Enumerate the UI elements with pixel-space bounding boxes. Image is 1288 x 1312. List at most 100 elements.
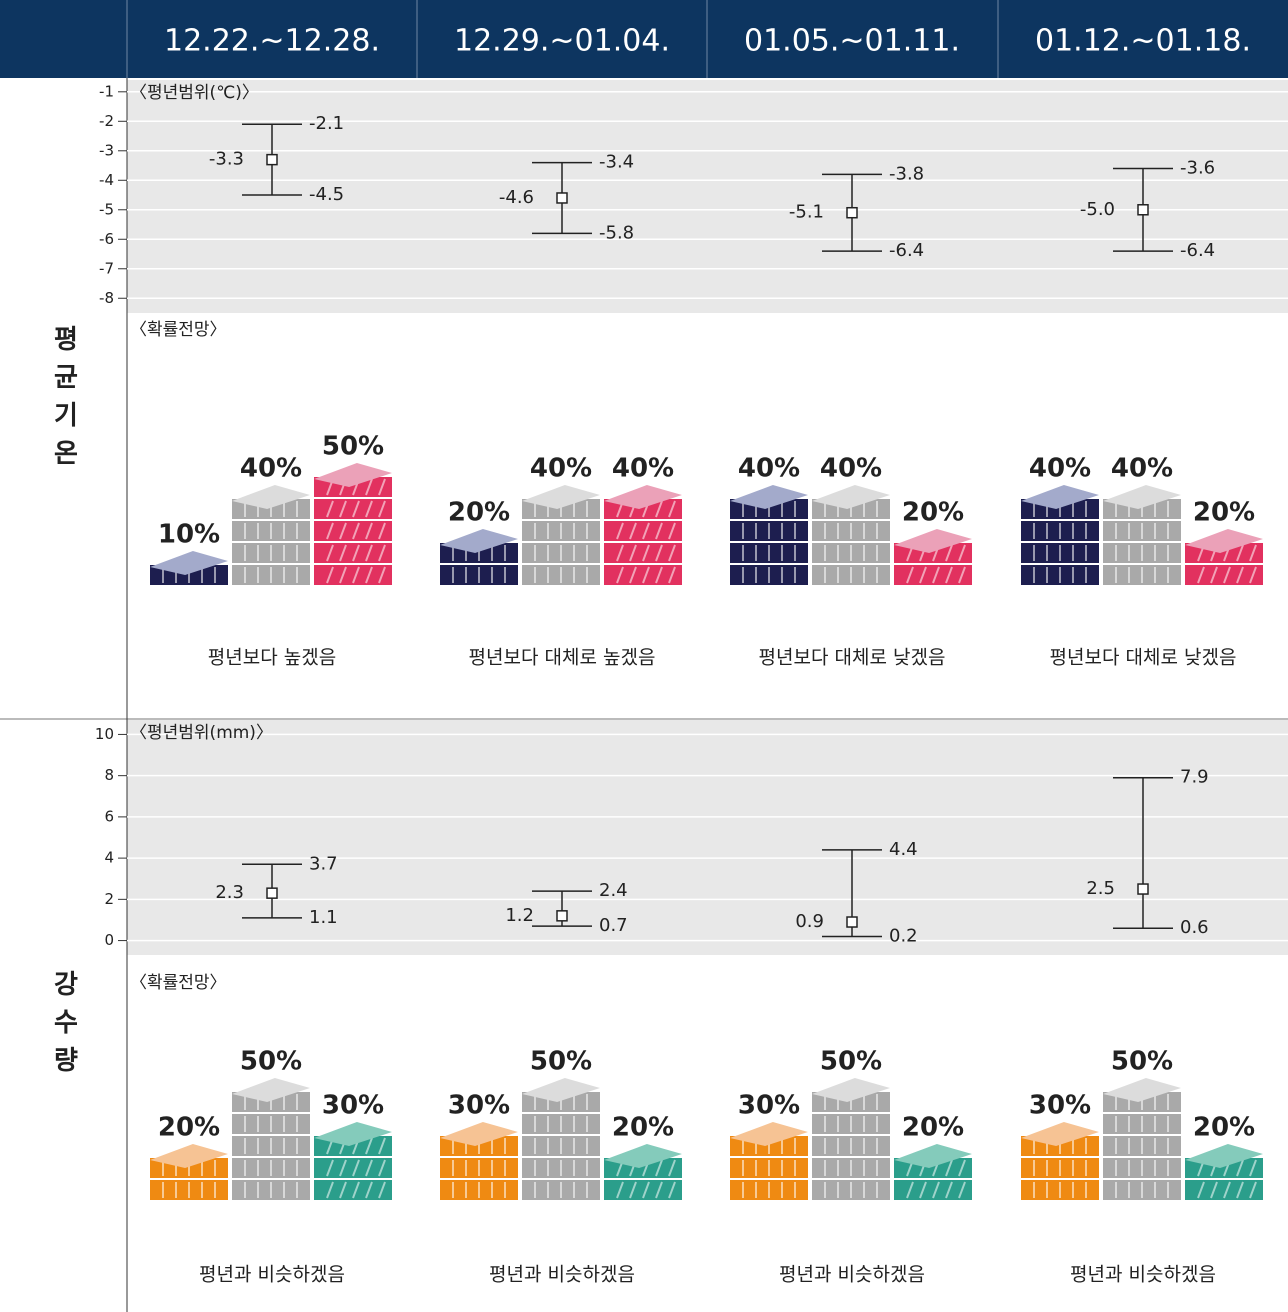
outlook-text: 평년과 비슷하겠음: [1070, 1264, 1216, 1286]
probability-stack: [314, 463, 392, 585]
range-mid: [556, 192, 568, 204]
layer-stripe: [655, 544, 663, 562]
layer-stripe: [378, 544, 386, 562]
y-tick-label: -4: [99, 171, 114, 189]
probability-stack: [604, 485, 682, 585]
period-header: 12.22.~12.28.: [164, 24, 380, 59]
probability-stack: [1103, 1078, 1181, 1200]
stack-layer: [1185, 1180, 1263, 1200]
stack-top: [1185, 1144, 1263, 1168]
layer-stripe: [945, 1159, 953, 1177]
layer-stripe: [945, 1181, 953, 1199]
layer-stripe: [655, 522, 663, 540]
high-label: 2.4: [599, 880, 628, 901]
stack-top: [1021, 485, 1099, 509]
mid-label: -4.6: [499, 187, 534, 208]
low-label: 0.7: [599, 915, 628, 936]
layer-stripe: [352, 566, 360, 584]
low-label: 0.6: [1180, 917, 1209, 938]
stack-top: [1103, 485, 1181, 509]
y-tick-label: -2: [99, 112, 114, 130]
period-header: 12.29.~01.04.: [454, 24, 670, 59]
layer-stripe: [655, 1159, 663, 1177]
stack-top: [150, 1144, 228, 1168]
layer-stripe: [919, 566, 927, 584]
stack-layer: [314, 499, 392, 519]
low-label: 1.1: [309, 907, 338, 928]
layer-stripe: [668, 500, 676, 518]
y-tick-label: -3: [99, 141, 114, 159]
layer-stripe: [629, 1181, 637, 1199]
layer-stripe: [1249, 1181, 1257, 1199]
stack-layer: [314, 1180, 392, 1200]
stack-layer: [604, 1180, 682, 1200]
layer-stripe: [352, 1159, 360, 1177]
layer-stripe: [906, 1181, 914, 1199]
layer-stripe: [365, 1159, 373, 1177]
layer-stripe: [339, 566, 347, 584]
probability-stack: [1021, 1122, 1099, 1200]
probability-value: 20%: [1193, 1113, 1255, 1143]
layer-stripe: [629, 544, 637, 562]
probability-stack: [894, 1144, 972, 1200]
probability-stack: [604, 1144, 682, 1200]
layer-stripe: [642, 566, 650, 584]
probability-stack: [1103, 485, 1181, 585]
low-label: -6.4: [1180, 240, 1215, 261]
stack-layer: [314, 565, 392, 585]
range-mid: [846, 916, 858, 928]
layer-stripe: [1223, 1181, 1231, 1199]
probability-value: 40%: [1029, 454, 1091, 484]
layer-stripe: [378, 1137, 386, 1155]
y-tick-label: -5: [99, 200, 114, 218]
stack-top: [150, 551, 228, 575]
probability-value: 20%: [902, 498, 964, 528]
probability-value: 20%: [448, 498, 510, 528]
y-tick-label: -7: [99, 259, 114, 277]
title-char: 수: [54, 1008, 78, 1038]
layer-stripe: [958, 1181, 966, 1199]
title-char: 기: [54, 401, 78, 431]
probability-stack: [440, 529, 518, 585]
mid-label: 1.2: [505, 905, 534, 926]
outlook-text: 평년보다 대체로 높겠음: [469, 647, 656, 669]
range-label: 〈평년범위(℃)〉: [130, 83, 259, 103]
stack-layer: [314, 543, 392, 563]
mid-label: 2.5: [1086, 878, 1115, 899]
layer-stripe: [326, 566, 334, 584]
range-mid: [556, 910, 568, 922]
layer-stripe: [365, 500, 373, 518]
layer-stripe: [958, 544, 966, 562]
layer-stripe: [352, 544, 360, 562]
layer-stripe: [378, 500, 386, 518]
layer-stripe: [655, 500, 663, 518]
stack-top: [440, 529, 518, 553]
high-label: -3.8: [889, 163, 924, 184]
probability-value: 50%: [240, 1047, 302, 1077]
layer-stripe: [629, 522, 637, 540]
layer-stripe: [616, 522, 624, 540]
stack-top: [314, 463, 392, 487]
layer-stripe: [668, 522, 676, 540]
period-header: 01.12.~01.18.: [1035, 24, 1251, 59]
y-tick-label: 0: [104, 931, 114, 949]
layer-stripe: [326, 500, 334, 518]
layer-stripe: [326, 1159, 334, 1177]
layer-stripe: [365, 566, 373, 584]
y-tick-label: 2: [104, 890, 114, 908]
header-bar: [0, 0, 1288, 78]
range-panel: [127, 80, 1288, 313]
outlook-text: 평년보다 대체로 낮겠음: [1050, 647, 1237, 669]
layer-stripe: [642, 1181, 650, 1199]
stack-layer: [894, 1180, 972, 1200]
stack-top: [604, 485, 682, 509]
probability-value: 20%: [158, 1113, 220, 1143]
stack-layer: [604, 543, 682, 563]
probability-stack: [1185, 529, 1263, 585]
range-label: 〈평년범위(mm)〉: [130, 723, 273, 743]
stack-layer: [314, 1158, 392, 1178]
layer-stripe: [1210, 1181, 1218, 1199]
layer-stripe: [1236, 1159, 1244, 1177]
range-mid: [1137, 204, 1149, 216]
